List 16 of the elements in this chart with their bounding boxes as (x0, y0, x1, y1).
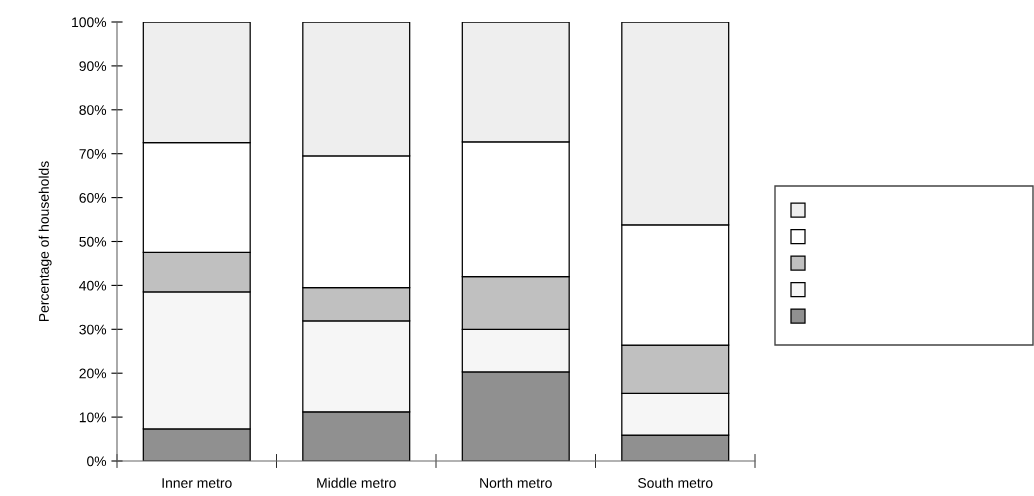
y-axis-title: Percentage of households (38, 161, 52, 322)
y-tick-label: 60% (79, 192, 107, 203)
y-tick-label: 0% (87, 456, 107, 467)
y-tick-label: 50% (79, 236, 107, 247)
x-tick-label: Middle metro (317, 477, 396, 488)
y-tick-label: 90% (79, 61, 107, 72)
y-tick-label: 40% (79, 280, 107, 291)
x-tick-label: South metro (638, 477, 713, 488)
y-tick-label: 100% (72, 17, 107, 28)
y-tick-label: 10% (79, 412, 107, 423)
y-tick-label: 70% (79, 149, 107, 159)
y-tick-label: 80% (79, 105, 107, 115)
x-tick-label: North metro (480, 477, 552, 488)
y-tick-label: 20% (79, 368, 107, 379)
x-tick-label: Inner metro (162, 478, 232, 488)
y-tick-label: 30% (79, 324, 107, 335)
